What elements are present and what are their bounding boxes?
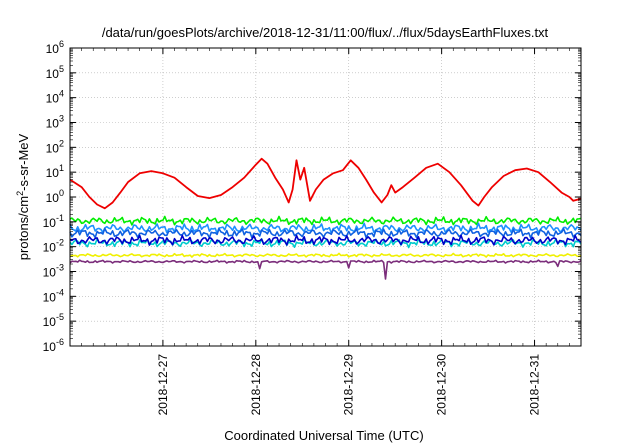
y-tick-exp: 5 [59, 64, 64, 74]
x-tick-label: 2018-12-29 [342, 354, 356, 416]
y-tick-label: 106 [46, 39, 64, 56]
y-axis-label: protons/cm2-s-sr-MeV [15, 133, 31, 260]
series-line [69, 222, 582, 235]
y-tick-label: 104 [46, 89, 64, 106]
y-tick-base: 10 [43, 241, 57, 255]
grid [70, 48, 581, 346]
series-line [69, 238, 582, 249]
y-tick-label: 10-6 [43, 337, 64, 354]
y-tick-base: 10 [46, 42, 60, 56]
y-axis-label-rest: -s-sr-MeV [16, 133, 31, 190]
y-tick-exp: 3 [59, 114, 64, 124]
y-tick-base: 10 [46, 67, 60, 81]
y-tick-base: 10 [43, 340, 57, 354]
y-tick-exp: 0 [59, 188, 64, 198]
x-tick-label: 2018-12-30 [435, 354, 449, 416]
y-tick-base: 10 [46, 166, 60, 180]
y-axis-ticks: 10-610-510-410-310-210-11001011021031041… [43, 39, 581, 354]
y-tick-exp: -3 [56, 263, 64, 273]
y-tick-label: 10-4 [43, 287, 64, 304]
y-axis-label-base: protons/cm [16, 196, 31, 260]
y-tick-exp: -1 [56, 213, 64, 223]
y-tick-label: 10-5 [43, 312, 64, 329]
series-line [69, 252, 582, 258]
y-tick-label: 10-1 [43, 213, 64, 230]
y-tick-base: 10 [43, 266, 57, 280]
x-tick-label: 2018-12-28 [249, 354, 263, 416]
series-line [69, 234, 582, 246]
y-tick-base: 10 [46, 191, 60, 205]
y-tick-exp: 6 [59, 39, 64, 49]
y-tick-label: 103 [46, 114, 64, 131]
y-tick-exp: 4 [59, 89, 64, 99]
y-tick-exp: -5 [56, 312, 64, 322]
y-tick-exp: 2 [59, 138, 64, 148]
y-tick-exp: -6 [56, 337, 64, 347]
y-axis-label-sup: 2 [15, 191, 25, 196]
y-tick-base: 10 [43, 216, 57, 230]
series-line [69, 259, 582, 280]
x-axis-ticks: 2018-12-27 2018-12-28 2018-12-29 2018-12-30… [81, 48, 582, 416]
x-tick-label: 2018-12-31 [528, 354, 542, 416]
x-axis-label: Coordinated Universal Time (UTC) [224, 428, 423, 443]
y-tick-exp: 1 [59, 163, 64, 173]
y-tick-exp: -4 [56, 287, 64, 297]
y-tick-label: 100 [46, 188, 64, 205]
series-line [69, 227, 582, 239]
y-tick-label: 105 [46, 64, 64, 81]
y-tick-label: 101 [46, 163, 64, 180]
y-tick-base: 10 [46, 141, 60, 155]
chart-title: /data/run/goesPlots/archive/2018-12-31/1… [102, 25, 549, 40]
y-tick-base: 10 [46, 92, 60, 106]
data-series [69, 157, 582, 280]
series-line [69, 215, 582, 226]
x-tick-label: 2018-12-27 [156, 354, 170, 416]
y-tick-base: 10 [43, 290, 57, 304]
y-tick-base: 10 [43, 315, 57, 329]
series-line [69, 157, 582, 210]
y-tick-base: 10 [46, 117, 60, 131]
y-tick-exp: -2 [56, 238, 64, 248]
y-tick-label: 10-2 [43, 238, 64, 255]
y-tick-label: 102 [46, 138, 64, 155]
y-tick-label: 10-3 [43, 263, 64, 280]
